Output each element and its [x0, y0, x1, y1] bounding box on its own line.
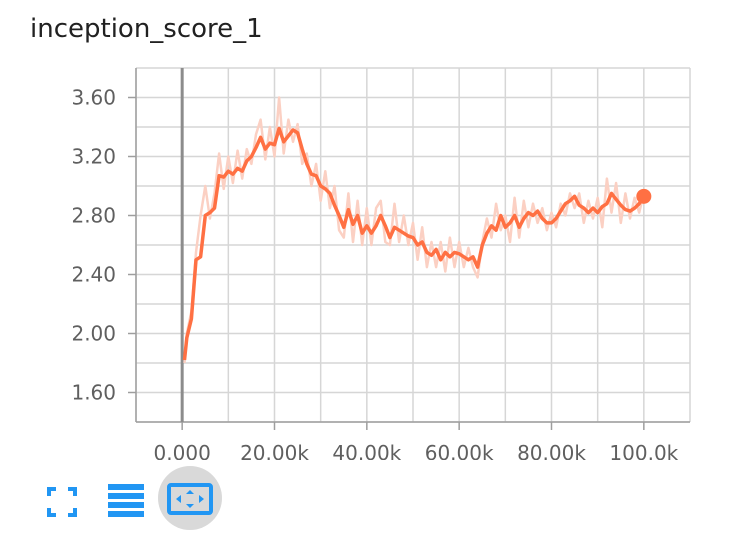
x-tick-label: 60.00k	[425, 441, 494, 460]
log-scale-button[interactable]	[104, 480, 148, 524]
x-tick-label: 80.00k	[517, 441, 586, 460]
y-axis-ticks: 1.60 2.00 2.40 2.80 3.20 3.60	[71, 86, 136, 405]
y-tick-label: 2.00	[71, 322, 116, 346]
y-tick-label: 2.80	[71, 204, 116, 228]
y-tick-label: 2.40	[71, 263, 116, 287]
chart-toolbar	[0, 460, 742, 531]
axes	[135, 68, 690, 423]
fit-domain-icon	[47, 487, 77, 517]
x-tick-label: 0.000	[154, 441, 211, 460]
fit-domain-button[interactable]	[40, 480, 84, 524]
y-tick-label: 1.60	[71, 381, 116, 405]
smoothed-series-line	[182, 126, 646, 361]
y-tick-label: 3.60	[71, 86, 116, 110]
raw-series-line	[183, 96, 646, 364]
chart-title: inception_score_1	[30, 14, 263, 44]
expand-button[interactable]	[158, 466, 222, 530]
line-chart: 1.60 2.00 2.40 2.80 3.20 3.60 0.000 20.00k 40.0…	[71, 67, 691, 460]
x-tick-label: 20.00k	[240, 441, 309, 460]
last-value-marker	[636, 188, 652, 204]
y-tick-label: 3.20	[71, 145, 116, 169]
log-scale-icon	[108, 484, 144, 517]
expand-icon	[158, 466, 222, 530]
raw-series	[183, 96, 646, 364]
x-tick-label: 100.0k	[609, 441, 678, 460]
x-tick-label: 40.00k	[332, 441, 401, 460]
grid-lines	[135, 67, 691, 423]
x-axis-ticks: 0.000 20.00k 40.00k 60.00k 80.00k 100.0k	[154, 422, 679, 460]
smoothed-series	[182, 126, 652, 361]
